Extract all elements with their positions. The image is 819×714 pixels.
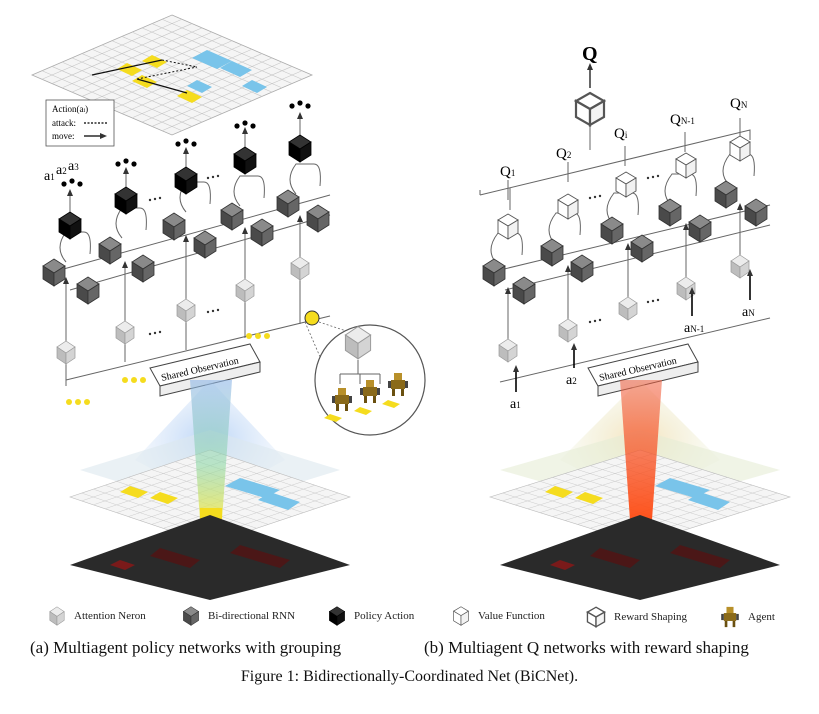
action-dots: [61, 178, 83, 187]
action-dots: [175, 138, 197, 147]
action-dots: [234, 120, 256, 129]
policy-action-cube: [174, 166, 198, 195]
birnn-cube: [193, 230, 217, 259]
svg-text:aN: aN: [742, 305, 755, 320]
attention-neuron: [115, 320, 135, 345]
birnn-cube: [482, 258, 506, 287]
subcaption-b: (b) Multiagent Q networks with reward sh…: [424, 638, 749, 657]
reward-shaping-icon: [586, 606, 606, 628]
value-function-cube: [729, 135, 751, 162]
legend: Attention Neron Bi-directional RNN Polic…: [0, 606, 819, 634]
policy-action-cube: [58, 211, 82, 240]
birnn-cube: [744, 198, 768, 227]
agent-icon: [721, 606, 739, 628]
legend-policy: Policy Action: [328, 606, 414, 626]
a-labels-b: a1 a2 aN-1 aN: [510, 305, 755, 412]
group-magnifier: [304, 310, 426, 436]
policy-action-icon: [329, 606, 345, 626]
legend-attention: Attention Neron: [48, 606, 146, 626]
value-function-cube: [615, 171, 637, 198]
svg-text:a2: a2: [566, 373, 577, 388]
birnn-cube: [306, 204, 330, 233]
value-function-cube: [675, 152, 697, 179]
birnn-cube: [540, 238, 564, 267]
legend-agent: Agent: [720, 606, 775, 628]
attention-neuron: [558, 318, 578, 343]
attention-neuron: [290, 256, 310, 281]
panel-a: Action(ai) attack: move:: [30, 14, 426, 600]
shared-observation-a: Shared Observation: [149, 343, 261, 397]
legend-reward: Reward Shaping: [586, 606, 687, 628]
value-function-cube: [497, 213, 519, 240]
q-total-label: Q: [582, 43, 598, 65]
panel-b: Q: [479, 43, 792, 600]
bicnet-diagram: Action(ai) attack: move:: [30, 14, 792, 600]
birnn-icon: [183, 606, 199, 626]
svg-text:a2: a2: [56, 163, 67, 178]
attention-neuron: [56, 340, 76, 365]
birnn-cube: [688, 214, 712, 243]
birnn-cube: [98, 236, 122, 265]
value-function-icon: [453, 606, 469, 626]
svg-text:Qi: Qi: [614, 126, 628, 142]
birnn-cube: [76, 276, 100, 305]
svg-text:Action(ai): Action(ai): [52, 104, 88, 114]
birnn-cube: [250, 218, 274, 247]
attention-neuron: [235, 278, 255, 303]
birnn-cube: [42, 258, 66, 287]
attention-neuron: [498, 338, 518, 363]
q-network-connections: [479, 118, 771, 383]
svg-text:a1: a1: [510, 397, 521, 412]
birnn-cube: [600, 216, 624, 245]
attention-neuron-icon: [49, 606, 65, 626]
attention-neuron: [730, 254, 750, 279]
ellipsis-marks: [588, 174, 660, 324]
svg-text:a3: a3: [68, 159, 79, 174]
action-inputs: [513, 269, 753, 392]
legend-value: Value Function: [452, 606, 545, 626]
birnn-cube: [570, 254, 594, 283]
observation-layers-a: [69, 380, 351, 600]
svg-text:QN-1: QN-1: [670, 112, 695, 128]
q-labels: Q1 Q2 Qi QN-1 QN: [500, 96, 748, 180]
birnn-cube: [220, 202, 244, 231]
observation-layers-b: [488, 380, 792, 600]
action-dots: [115, 158, 137, 167]
policy-action-cube: [114, 186, 138, 215]
svg-text:move:: move:: [52, 131, 75, 141]
svg-text:aN-1: aN-1: [684, 321, 704, 336]
birnn-cube: [512, 276, 536, 305]
attention-neuron: [176, 298, 196, 323]
svg-text:Q1: Q1: [500, 164, 515, 180]
action-dots: [289, 100, 311, 109]
birnn-cube: [131, 254, 155, 283]
policy-action-cube: [233, 146, 257, 175]
legend-birnn: Bi-directional RNN: [182, 606, 295, 626]
policy-action-cube: [288, 134, 312, 163]
subcaption-a: (a) Multiagent policy networks with grou…: [30, 638, 342, 657]
attention-neuron: [618, 296, 638, 321]
a-labels: a1 a2 a3: [44, 159, 79, 184]
action-inset: Action(ai) attack: move:: [45, 99, 115, 147]
value-function-cube: [557, 193, 579, 220]
figure-caption: Figure 1: Bidirectionally-Coordinated Ne…: [240, 668, 579, 685]
svg-text:a1: a1: [44, 169, 55, 184]
reward-shaping-cube: [574, 91, 606, 127]
birnn-cube: [714, 180, 738, 209]
ellipsis-marks: [148, 174, 220, 336]
svg-text:attack:: attack:: [52, 118, 76, 128]
svg-text:Q2: Q2: [556, 146, 571, 162]
birnn-cube: [658, 198, 682, 227]
svg-text:QN: QN: [730, 96, 748, 112]
